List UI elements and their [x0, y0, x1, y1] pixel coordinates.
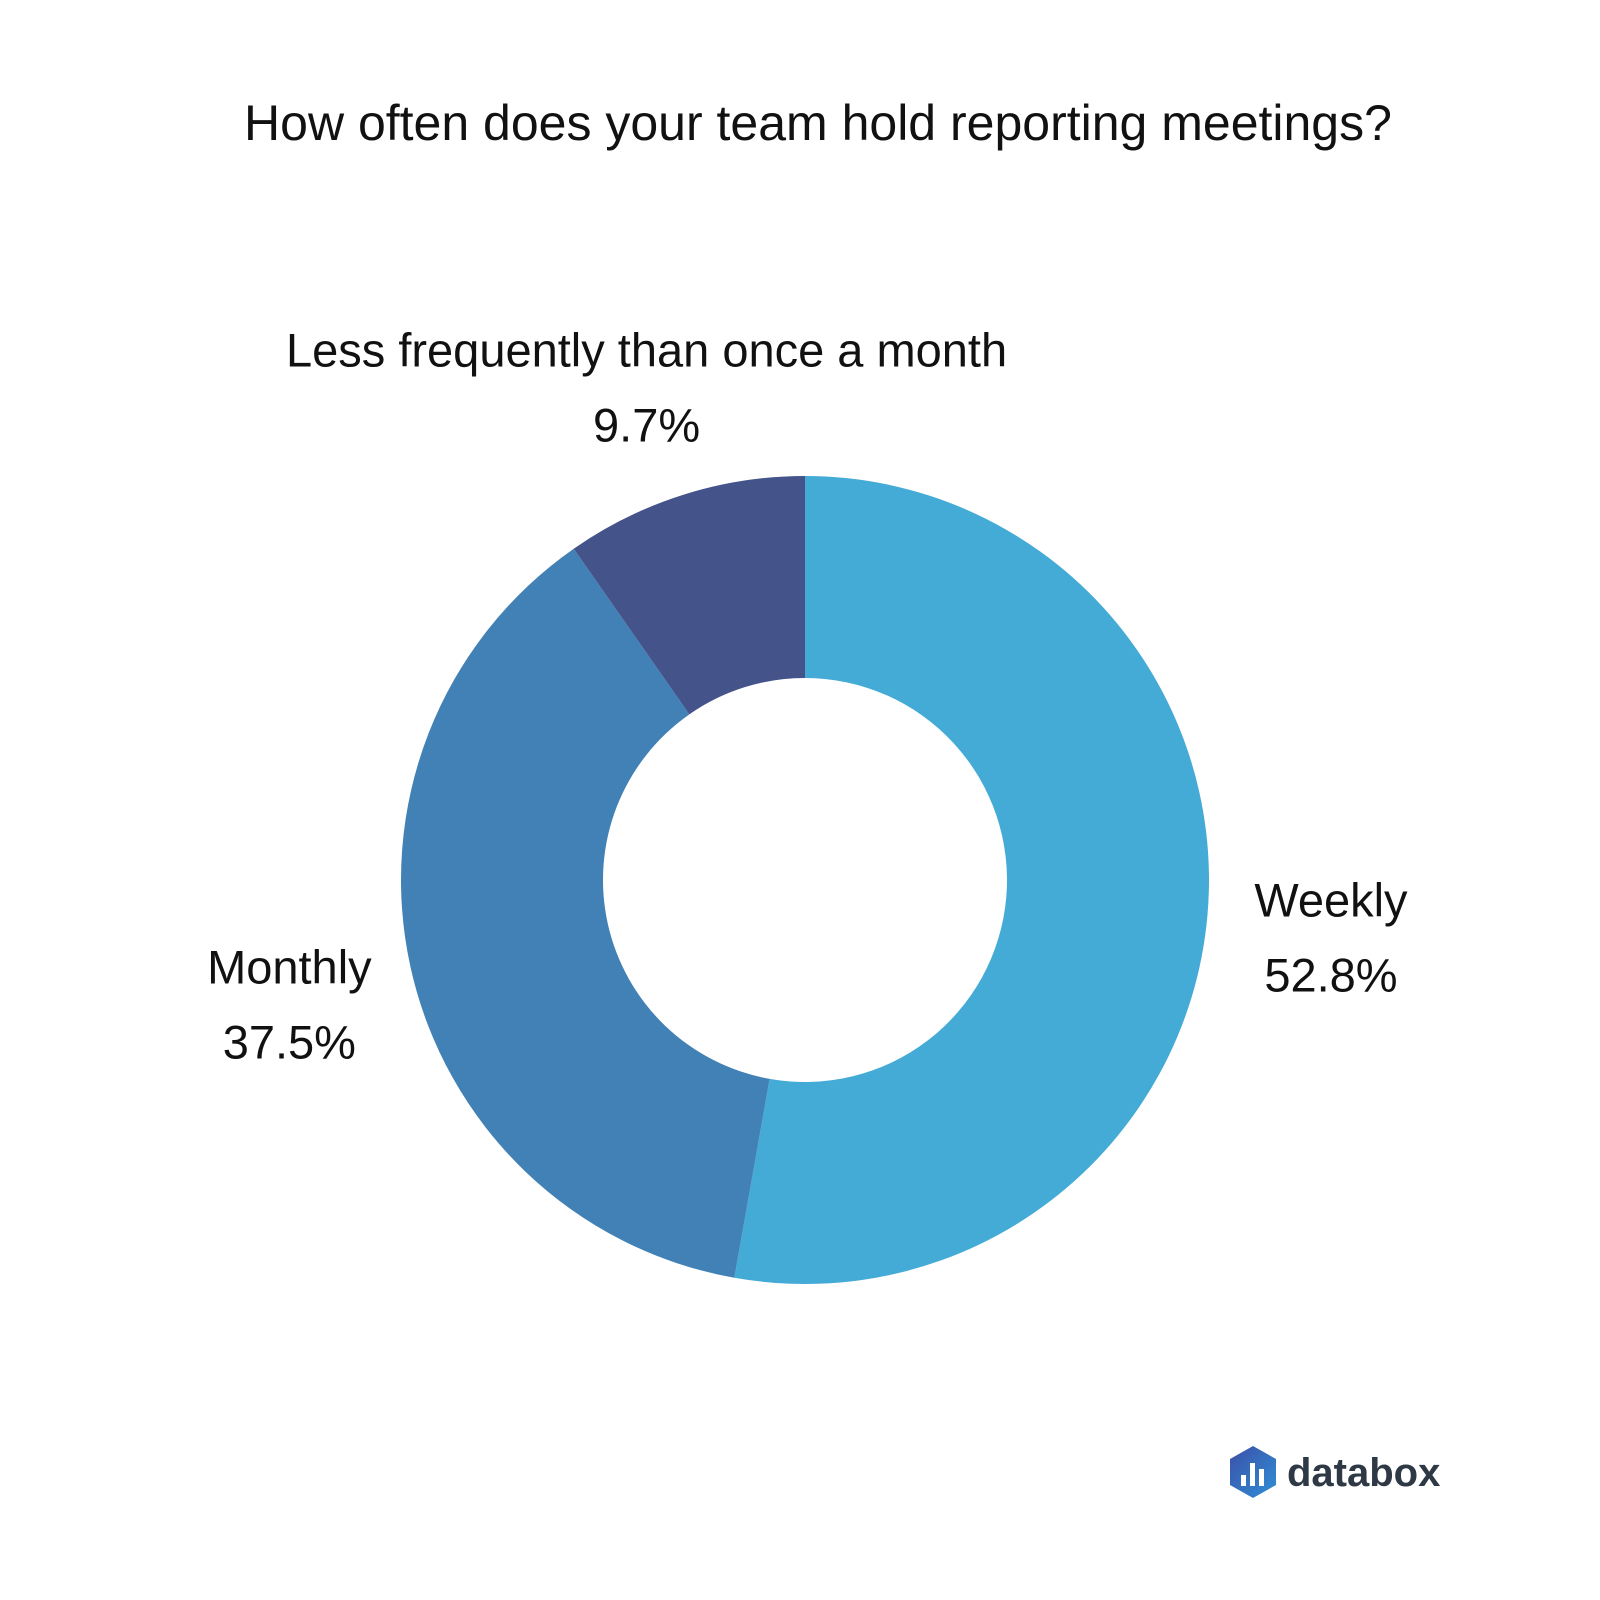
slice-value-monthly: 37.5%: [223, 1016, 356, 1069]
chart-title: How often does your team hold reporting …: [244, 95, 1392, 151]
slice-weekly: [734, 476, 1209, 1284]
slice-less-frequently-than-once-a-month: [573, 476, 805, 715]
slice-label-weekly: Weekly: [1254, 873, 1408, 926]
slice-label-monthly: Monthly: [207, 941, 372, 994]
slice-value-weekly: 52.8%: [1264, 948, 1397, 1001]
slice-value-less-frequently-than-once-a-month: 9.7%: [593, 398, 700, 451]
slice-label-less-frequently-than-once-a-month: Less frequently than once a month: [286, 323, 1007, 376]
slice-labels: Weekly 52.8% Monthly 37.5% Less frequently t…: [207, 323, 1408, 1068]
donut-slices: [400, 476, 1209, 1284]
logo-text: databox: [1287, 1451, 1440, 1495]
databox-logo: databox: [1230, 1446, 1440, 1498]
databox-hexagon-bars-icon: [1230, 1446, 1276, 1498]
slice-monthly: [400, 548, 770, 1278]
